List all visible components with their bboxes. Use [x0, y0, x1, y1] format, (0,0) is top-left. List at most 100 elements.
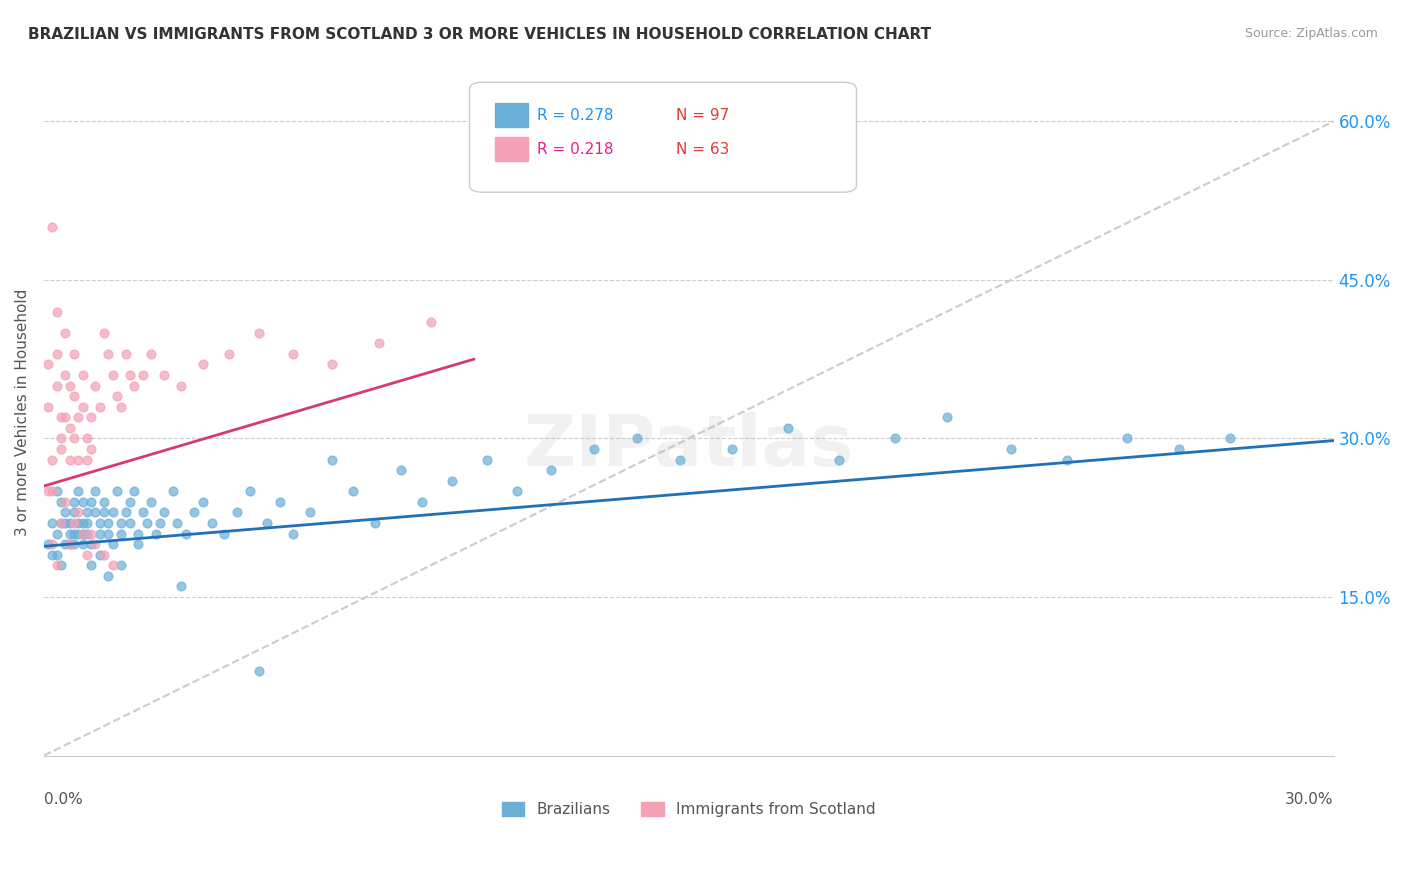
Point — [110, 558, 132, 573]
Point — [80, 442, 103, 456]
Point — [72, 495, 94, 509]
Point — [1000, 442, 1022, 456]
Text: R = 0.218: R = 0.218 — [537, 142, 613, 157]
Point — [63, 495, 86, 509]
Point — [45, 378, 67, 392]
Point — [49, 495, 72, 509]
Point — [110, 526, 132, 541]
Point — [63, 347, 86, 361]
Point — [626, 432, 648, 446]
Point — [136, 516, 159, 530]
Point — [214, 526, 236, 541]
Point — [41, 548, 63, 562]
Point — [80, 410, 103, 425]
Text: N = 97: N = 97 — [676, 108, 730, 123]
Point — [506, 484, 529, 499]
Point — [55, 506, 77, 520]
Point — [84, 484, 107, 499]
Point — [55, 368, 77, 382]
Bar — [495, 137, 527, 161]
Point — [174, 526, 197, 541]
Point — [247, 326, 270, 340]
Point — [67, 516, 90, 530]
Point — [37, 537, 59, 551]
Point — [101, 368, 124, 382]
Point — [41, 537, 63, 551]
Point — [76, 526, 98, 541]
Point — [200, 516, 222, 530]
Point — [93, 548, 115, 562]
Point — [55, 410, 77, 425]
Point — [93, 495, 115, 509]
Point — [321, 452, 343, 467]
Point — [37, 358, 59, 372]
Point — [218, 347, 240, 361]
Point — [55, 326, 77, 340]
Bar — [495, 103, 527, 127]
Point — [84, 537, 107, 551]
Point — [59, 421, 82, 435]
Text: 30.0%: 30.0% — [1285, 792, 1334, 806]
Point — [166, 516, 188, 530]
Point — [419, 315, 441, 329]
Point — [97, 526, 120, 541]
Point — [80, 495, 103, 509]
Point — [132, 506, 155, 520]
Point — [162, 484, 184, 499]
Text: N = 63: N = 63 — [676, 142, 730, 157]
Point — [141, 347, 163, 361]
Point — [114, 506, 136, 520]
Legend: Brazilians, Immigrants from Scotland: Brazilians, Immigrants from Scotland — [495, 797, 882, 823]
Point — [67, 526, 90, 541]
Point — [63, 389, 86, 403]
Point — [935, 410, 957, 425]
Point — [49, 516, 72, 530]
Point — [59, 526, 82, 541]
Point — [583, 442, 606, 456]
Point — [247, 664, 270, 678]
Point — [118, 516, 141, 530]
Point — [170, 579, 193, 593]
Point — [55, 537, 77, 551]
Point — [49, 432, 72, 446]
Point — [59, 537, 82, 551]
Point — [89, 548, 111, 562]
Point — [59, 537, 82, 551]
Point — [364, 516, 387, 530]
Point — [368, 336, 391, 351]
Text: ZIPatlas: ZIPatlas — [523, 412, 853, 481]
Point — [55, 516, 77, 530]
Point — [67, 452, 90, 467]
Point — [37, 400, 59, 414]
Point — [45, 304, 67, 318]
Point — [80, 558, 103, 573]
Point — [342, 484, 364, 499]
Point — [89, 526, 111, 541]
Point — [149, 516, 172, 530]
Point — [72, 516, 94, 530]
Text: R = 0.278: R = 0.278 — [537, 108, 613, 123]
Point — [72, 526, 94, 541]
Point — [76, 548, 98, 562]
Point — [49, 516, 72, 530]
Point — [45, 548, 67, 562]
Point — [97, 347, 120, 361]
Text: Source: ZipAtlas.com: Source: ZipAtlas.com — [1244, 27, 1378, 40]
Point — [122, 378, 145, 392]
Point — [239, 484, 262, 499]
Point — [84, 506, 107, 520]
Point — [45, 526, 67, 541]
Point — [55, 495, 77, 509]
Point — [105, 389, 128, 403]
Point — [97, 569, 120, 583]
Point — [63, 516, 86, 530]
Point — [101, 558, 124, 573]
Point — [72, 537, 94, 551]
Point — [1116, 432, 1139, 446]
Point — [93, 506, 115, 520]
Point — [76, 506, 98, 520]
Point — [105, 484, 128, 499]
Point — [118, 495, 141, 509]
Point — [122, 484, 145, 499]
Point — [45, 347, 67, 361]
